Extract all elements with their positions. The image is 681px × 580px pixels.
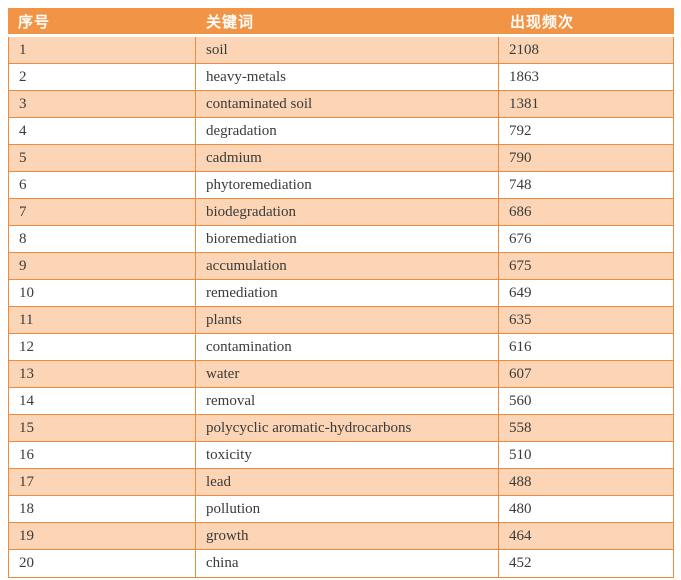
- cell-frequency: 676: [509, 230, 532, 247]
- cell-frequency: 792: [509, 122, 532, 139]
- cell-index: 10: [9, 280, 196, 306]
- table-row: 12 contamination 616: [9, 334, 673, 361]
- cell-index: 19: [9, 523, 196, 549]
- cell-frequency: 464: [509, 527, 532, 544]
- cell-index: 11: [9, 307, 196, 333]
- cell-frequency: 748: [509, 176, 532, 193]
- cell-frequency: 635: [509, 311, 532, 328]
- cell-frequency: 2108: [509, 41, 539, 58]
- cell-index: 12: [9, 334, 196, 360]
- cell-index: 1: [9, 37, 196, 63]
- cell-keyword: water: [196, 361, 499, 387]
- cell-keyword: growth: [196, 523, 499, 549]
- table-row: 10 remediation 649: [9, 280, 673, 307]
- cell-keyword: biodegradation: [196, 199, 499, 225]
- cell-keyword: remediation: [196, 280, 499, 306]
- cell-index: 7: [9, 199, 196, 225]
- cell-keyword: pollution: [196, 496, 499, 522]
- cell-keyword: plants: [196, 307, 499, 333]
- cell-frequency: 480: [509, 500, 532, 517]
- table-row: 14 removal 560: [9, 388, 673, 415]
- table-row: 1 soil 2108: [9, 37, 673, 64]
- cell-frequency: 790: [509, 149, 532, 166]
- cell-keyword: polycyclic aromatic-hydrocarbons: [196, 415, 499, 441]
- cell-index: 9: [9, 253, 196, 279]
- table-row: 2 heavy-metals 1863: [9, 64, 673, 91]
- cell-keyword: bioremediation: [196, 226, 499, 252]
- cell-frequency: 1863: [509, 68, 539, 85]
- cell-frequency: 675: [509, 257, 532, 274]
- cell-frequency: 1381: [509, 95, 539, 112]
- table-row: 5 cadmium 790: [9, 145, 673, 172]
- cell-index: 16: [9, 442, 196, 468]
- cell-index: 17: [9, 469, 196, 495]
- table-row: 16 toxicity 510: [9, 442, 673, 469]
- cell-keyword: accumulation: [196, 253, 499, 279]
- keyword-frequency-table: 序号 关键词 出现频次 1 soil 2108 2 heavy-metals 1863 3 c…: [8, 8, 674, 578]
- cell-keyword: degradation: [196, 118, 499, 144]
- header-cell-keyword: 关键词: [206, 13, 255, 31]
- table-row: 17 lead 488: [9, 469, 673, 496]
- cell-keyword: contaminated soil: [196, 91, 499, 117]
- cell-keyword: lead: [196, 469, 499, 495]
- cell-index: 15: [9, 415, 196, 441]
- cell-keyword: heavy-metals: [196, 64, 499, 90]
- cell-index: 8: [9, 226, 196, 252]
- cell-frequency: 649: [509, 284, 532, 301]
- table-row: 6 phytoremediation 748: [9, 172, 673, 199]
- table-row: 20 china 452: [9, 550, 673, 577]
- cell-frequency: 686: [509, 203, 532, 220]
- cell-frequency: 616: [509, 338, 532, 355]
- cell-frequency: 510: [509, 446, 532, 463]
- cell-index: 14: [9, 388, 196, 414]
- cell-index: 2: [9, 64, 196, 90]
- header-cell-frequency: 出现频次: [510, 13, 575, 31]
- cell-keyword: soil: [196, 37, 499, 63]
- table-row: 4 degradation 792: [9, 118, 673, 145]
- table-row: 11 plants 635: [9, 307, 673, 334]
- cell-keyword: removal: [196, 388, 499, 414]
- cell-index: 3: [9, 91, 196, 117]
- cell-keyword: phytoremediation: [196, 172, 499, 198]
- cell-frequency: 560: [509, 392, 532, 409]
- cell-frequency: 488: [509, 473, 532, 490]
- cell-frequency: 452: [509, 555, 532, 571]
- cell-keyword: contamination: [196, 334, 499, 360]
- table-row: 19 growth 464: [9, 523, 673, 550]
- cell-keyword: cadmium: [196, 145, 499, 171]
- cell-frequency: 558: [509, 419, 532, 436]
- cell-frequency: 607: [509, 365, 532, 382]
- table-row: 3 contaminated soil 1381: [9, 91, 673, 118]
- table-header-row: 序号 关键词 出现频次: [8, 8, 674, 34]
- cell-keyword: china: [196, 550, 499, 577]
- cell-index: 18: [9, 496, 196, 522]
- cell-index: 4: [9, 118, 196, 144]
- cell-index: 13: [9, 361, 196, 387]
- table-body: 1 soil 2108 2 heavy-metals 1863 3 contaminated …: [8, 37, 674, 578]
- table-row: 18 pollution 480: [9, 496, 673, 523]
- table-row: 15 polycyclic aromatic-hydrocarbons 558: [9, 415, 673, 442]
- cell-index: 20: [9, 550, 196, 577]
- table-row: 8 bioremediation 676: [9, 226, 673, 253]
- cell-index: 6: [9, 172, 196, 198]
- table-row: 13 water 607: [9, 361, 673, 388]
- table-row: 9 accumulation 675: [9, 253, 673, 280]
- header-cell-index: 序号: [18, 13, 51, 31]
- cell-keyword: toxicity: [196, 442, 499, 468]
- table-row: 7 biodegradation 686: [9, 199, 673, 226]
- cell-index: 5: [9, 145, 196, 171]
